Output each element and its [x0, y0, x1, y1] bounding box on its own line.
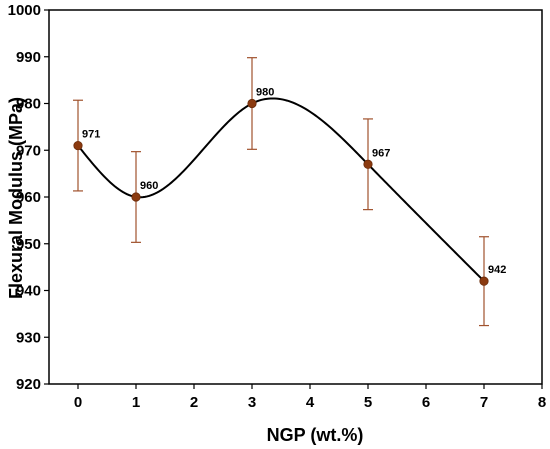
x-tick-label: 2 [190, 394, 198, 411]
data-label: 971 [82, 129, 100, 141]
y-tick-label: 940 [16, 283, 41, 300]
y-tick-label: 950 [16, 236, 41, 253]
data-point [247, 98, 257, 109]
x-tick-label: 7 [480, 394, 488, 411]
y-tick-label: 970 [16, 142, 41, 159]
fit-curve [77, 97, 485, 282]
y-tick-label: 980 [16, 96, 41, 113]
data-label: 967 [372, 147, 390, 159]
y-tick-label: 920 [16, 376, 41, 393]
data-point [131, 192, 141, 202]
x-axis-title: NGP (wt.%) [267, 425, 364, 445]
data-point [363, 159, 373, 169]
data-label: 960 [140, 180, 158, 192]
data-point [479, 276, 489, 286]
plot-frame [48, 9, 543, 385]
y-tick-label: 1000 [8, 2, 41, 19]
y-tick-label: 990 [16, 49, 41, 66]
x-tick-label: 1 [132, 394, 140, 411]
y-tick-label: 960 [16, 189, 41, 206]
data-point [73, 140, 83, 151]
x-tick-label: 6 [422, 394, 430, 411]
x-tick-label: 3 [248, 394, 256, 411]
x-tick-label: 8 [538, 394, 546, 411]
y-axis-title: Flexural Modulus (MPa) [6, 97, 26, 299]
x-tick-label: 4 [306, 394, 315, 411]
data-label: 942 [488, 264, 506, 276]
x-tick-label: 5 [364, 394, 372, 411]
data-label: 980 [256, 87, 274, 99]
x-tick-label: 0 [74, 394, 82, 411]
y-tick-label: 930 [16, 329, 41, 346]
